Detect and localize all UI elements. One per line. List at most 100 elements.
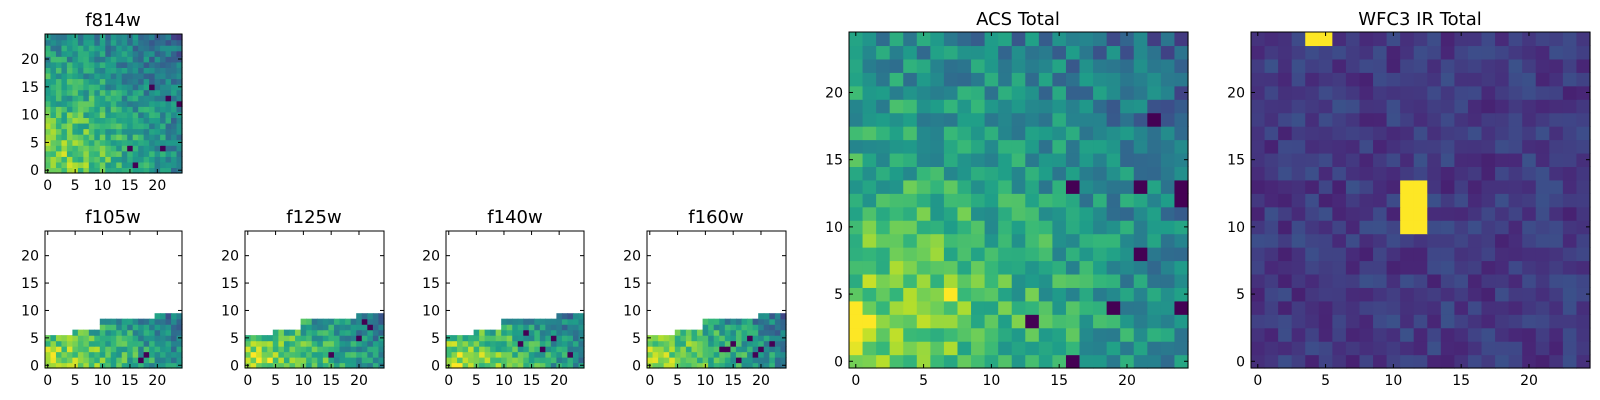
heatmap-cell (484, 346, 491, 353)
heatmap-cell (171, 340, 178, 347)
heatmap-cell (1147, 139, 1162, 154)
heatmap-cell (367, 351, 374, 358)
heatmap-cell (1264, 354, 1279, 369)
heatmap-cell (328, 357, 335, 364)
heatmap-cell (99, 134, 106, 141)
heatmap-cell (165, 329, 172, 336)
heatmap-cell (523, 346, 530, 353)
heatmap-cell (730, 357, 737, 364)
heatmap-cell (1562, 193, 1578, 208)
heatmap-cell (1251, 45, 1266, 60)
heatmap-cell (930, 32, 945, 47)
heatmap-cell (747, 324, 754, 331)
heatmap-cell (984, 206, 999, 221)
heatmap-cell (1147, 273, 1162, 288)
heatmap-cell (680, 329, 687, 336)
heatmap-cell (1052, 99, 1067, 114)
heatmap-cell (862, 179, 877, 194)
heatmap-cell (971, 112, 986, 127)
heatmap-cell (66, 45, 73, 52)
heatmap-cell (1011, 354, 1026, 369)
heatmap-cell (680, 340, 687, 347)
heatmap-cell (1562, 300, 1578, 315)
heatmap-cell (1278, 220, 1293, 235)
heatmap-cell (143, 134, 150, 141)
heatmap-cell (1318, 354, 1333, 369)
heatmap-cell (1120, 287, 1135, 302)
heatmap-cell (1427, 193, 1442, 208)
heatmap-cell (1440, 45, 1455, 60)
heatmap-cell (176, 318, 183, 325)
heatmap-cell (741, 324, 748, 331)
heatmap-cell (1562, 247, 1578, 262)
heatmap-cell (110, 335, 117, 342)
heatmap-cell (306, 351, 313, 358)
heatmap-cell (55, 145, 63, 152)
heatmap-cell (143, 84, 150, 91)
heatmap-cell (957, 327, 972, 342)
heatmap-cell (165, 340, 172, 347)
heatmap-cell (1174, 341, 1189, 356)
heatmap-cell (957, 341, 972, 356)
heatmap-cell (116, 122, 123, 130)
heatmap-cell (669, 357, 676, 364)
heatmap-cell (1467, 58, 1483, 73)
heatmap-cell (758, 324, 765, 331)
y-tick-label: 20 (221, 249, 239, 265)
heatmap-cell (72, 78, 79, 85)
heatmap-cell (752, 357, 759, 364)
heatmap-cell (1011, 233, 1026, 248)
x-tick-label: 15 (1452, 373, 1470, 389)
heatmap-cell (1481, 206, 1496, 221)
heatmap-cell (88, 100, 95, 107)
heatmap-cell (876, 300, 891, 315)
heatmap-cell (1562, 85, 1578, 100)
heatmap-cell (1120, 300, 1135, 315)
heatmap-cell (116, 150, 123, 157)
heatmap-cell (176, 156, 183, 163)
heatmap-cell (322, 324, 329, 331)
heatmap-cell (674, 357, 681, 364)
heatmap-cell (66, 128, 73, 135)
heatmap-cell (116, 117, 123, 124)
heatmap-cell (77, 145, 84, 152)
heatmap-cell (356, 324, 363, 331)
heatmap-cell (367, 346, 374, 353)
heatmap-cell (730, 351, 737, 358)
heatmap-cell (94, 167, 101, 174)
heatmap-cell (176, 128, 183, 135)
heatmap-cell (916, 179, 931, 194)
heatmap-cell (300, 324, 307, 331)
heatmap-cell (55, 78, 63, 85)
heatmap-cell (1454, 300, 1469, 315)
heatmap-cell (903, 247, 918, 262)
heatmap-cell (72, 335, 79, 342)
heatmap-cell (971, 273, 986, 288)
heatmap-cell (143, 122, 150, 130)
heatmap-cell (658, 362, 665, 369)
heatmap-cell (1522, 179, 1537, 194)
heatmap-cell (72, 161, 79, 169)
heatmap-cell (50, 134, 57, 141)
heatmap-cell (903, 314, 918, 329)
heatmap-cell (1386, 206, 1401, 221)
heatmap-cell (345, 324, 352, 331)
heatmap-cell (1345, 99, 1361, 114)
heatmap-cell (1065, 85, 1081, 100)
heatmap-cell (72, 72, 79, 80)
heatmap-cell (1386, 85, 1401, 100)
heatmap-cell (752, 324, 759, 331)
heatmap-cell (99, 78, 106, 85)
heatmap-cell (1576, 126, 1591, 141)
heatmap-cell (88, 346, 95, 353)
heatmap-cell (99, 150, 106, 157)
heatmap-cell (1535, 45, 1550, 60)
heatmap-cell (462, 351, 469, 358)
heatmap-cell (943, 126, 959, 141)
heatmap-cell (367, 340, 374, 347)
heatmap-cell (372, 340, 380, 347)
heatmap-cell (1120, 206, 1135, 221)
heatmap-cell (849, 247, 864, 262)
heatmap-cell (1079, 287, 1094, 302)
heatmap-cell (1305, 327, 1320, 342)
